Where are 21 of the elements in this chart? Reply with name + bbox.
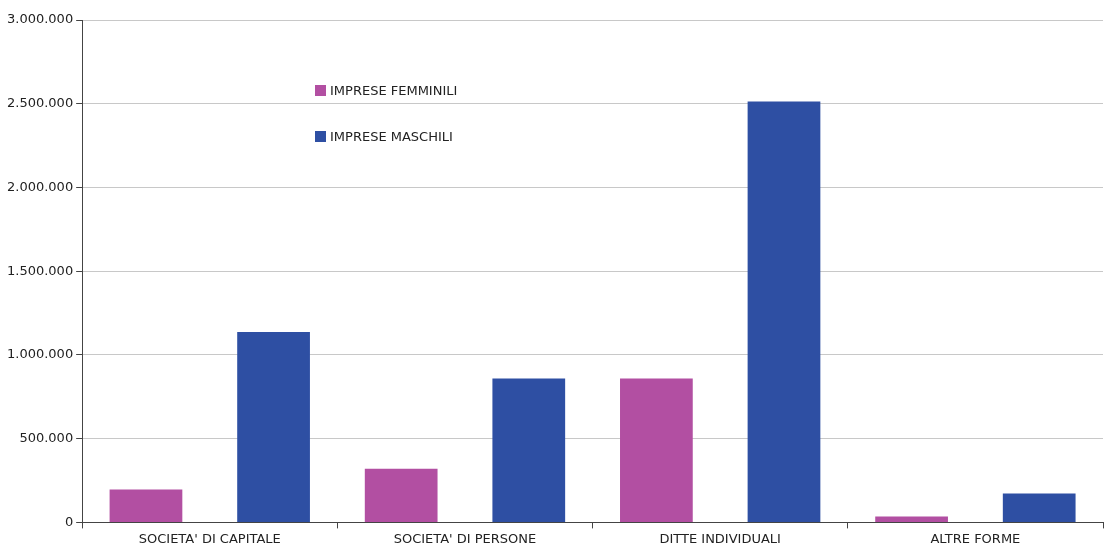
y-tick-label: 1.000.000 <box>6 346 74 362</box>
legend-label: IMPRESE FEMMINILI <box>330 82 458 98</box>
bar <box>1002 493 1076 522</box>
x-tick-label: DITTE INDIVIDUALI <box>659 530 781 546</box>
legend-label: IMPRESE MASCHILI <box>330 128 453 144</box>
y-tick-label: 0 <box>64 513 74 529</box>
y-tick-label: 500.000 <box>19 430 74 446</box>
x-tick-label: ALTRE FORME <box>930 530 1021 546</box>
x-tick-label: SOCIETA' DI PERSONE <box>393 530 537 546</box>
bar <box>237 331 310 522</box>
bar <box>364 468 438 522</box>
y-tick-label: 2.000.000 <box>6 178 74 194</box>
bar <box>492 378 566 522</box>
y-tick-label: 3.000.000 <box>6 11 74 27</box>
x-tick-label: SOCIETA' DI CAPITALE <box>138 530 281 546</box>
bar <box>747 101 821 522</box>
bar <box>620 378 693 522</box>
y-tick-label: 1.500.000 <box>6 262 74 278</box>
y-tick-label: 2.500.000 <box>6 95 74 111</box>
bar <box>109 489 183 522</box>
bar <box>875 516 948 522</box>
